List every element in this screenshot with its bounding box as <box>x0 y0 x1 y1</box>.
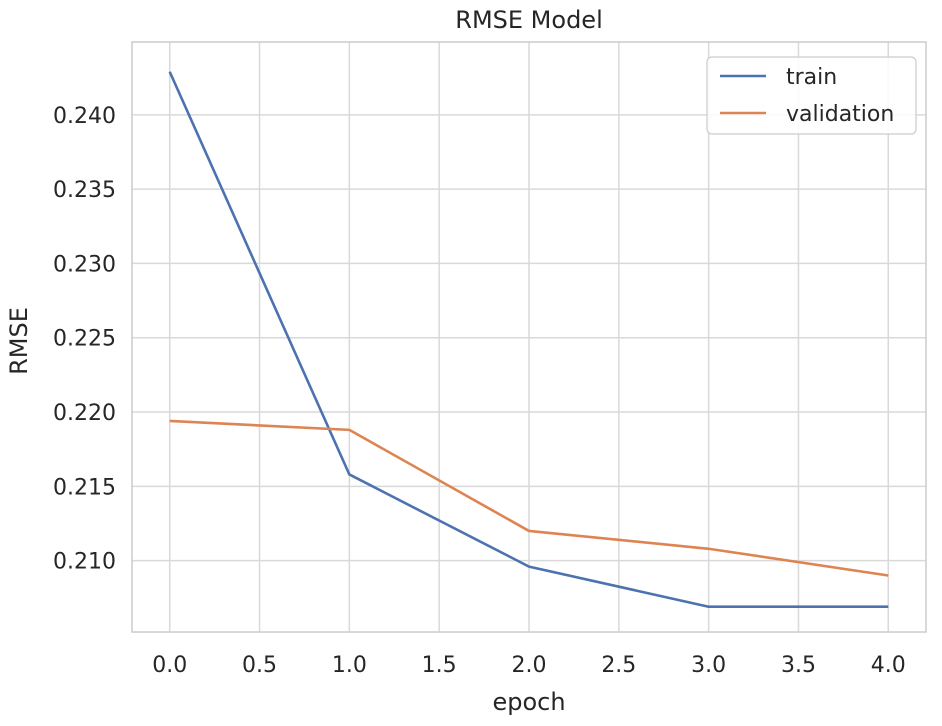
chart-title: RMSE Model <box>455 6 602 34</box>
x-tick-label: 3.5 <box>781 653 816 678</box>
y-tick-label: 0.235 <box>53 178 116 203</box>
x-tick-label: 4.0 <box>871 653 906 678</box>
y-tick-label: 0.220 <box>53 401 116 426</box>
x-tick-labels: 0.0 0.5 1.0 1.5 2.0 2.5 3.0 3.5 4.0 <box>152 653 906 678</box>
y-tick-label: 0.210 <box>53 550 116 575</box>
y-tick-label: 0.215 <box>53 475 116 500</box>
y-tick-label: 0.225 <box>53 327 116 352</box>
plot-frame <box>131 41 927 633</box>
x-tick-label: 2.5 <box>601 653 636 678</box>
x-tick-label: 0.5 <box>242 653 277 678</box>
legend-label-validation: validation <box>786 102 894 127</box>
x-tick-label: 1.0 <box>332 653 367 678</box>
y-tick-labels: 0.210 0.215 0.220 0.225 0.230 0.235 0.240 <box>53 104 116 575</box>
x-tick-label: 3.0 <box>691 653 726 678</box>
x-tick-label: 2.0 <box>512 653 547 678</box>
y-tick-label: 0.230 <box>53 252 116 277</box>
y-tick-label: 0.240 <box>53 104 116 129</box>
series-layer <box>168 71 889 609</box>
legend-label-train: train <box>786 65 837 90</box>
x-tick-label: 1.5 <box>422 653 457 678</box>
legend: train validation <box>706 56 917 135</box>
y-axis-label: RMSE <box>5 307 33 375</box>
x-axis-label: epoch <box>492 688 565 716</box>
x-tick-label: 0.0 <box>152 653 187 678</box>
